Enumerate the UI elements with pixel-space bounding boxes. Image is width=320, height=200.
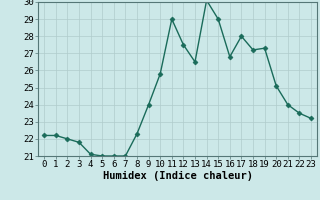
X-axis label: Humidex (Indice chaleur): Humidex (Indice chaleur) [103, 171, 252, 181]
